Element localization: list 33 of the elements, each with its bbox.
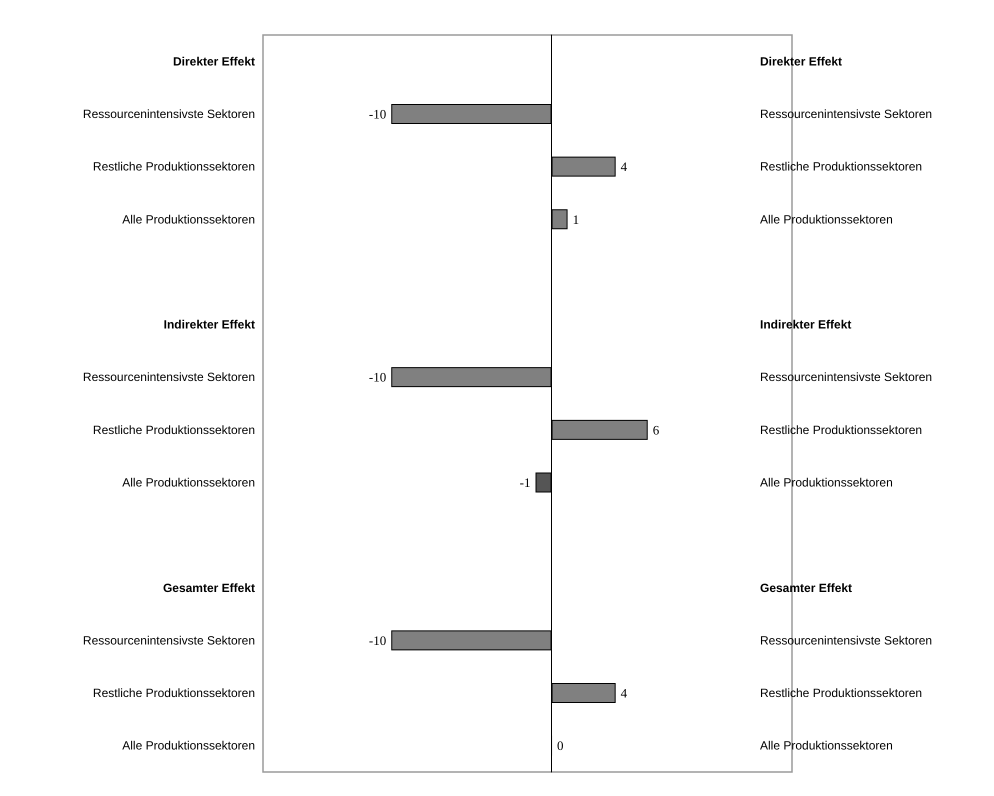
- data-label: -10: [368, 106, 386, 122]
- data-label: 4: [620, 159, 628, 174]
- data-label: 4: [620, 686, 628, 701]
- y-tick-label: Ressourcenintensivste Sektoren: [82, 106, 255, 121]
- y2-tick-label: Gesamter Effekt: [760, 580, 852, 595]
- y-tick-label: Ressourcenintensivste Sektoren: [82, 633, 255, 648]
- y2-tick-label: Restliche Produktionssektoren: [760, 686, 922, 700]
- y-tick-label: Ressourcenintensivste Sektoren: [82, 370, 255, 384]
- data-label: -10: [368, 632, 386, 648]
- y-tick-label: Direkter Effekt: [172, 54, 256, 68]
- y-tick-label: Restliche Produktionssektoren: [92, 160, 255, 174]
- y2-tick-label: Alle Produktionssektoren: [760, 738, 893, 753]
- y2-tick-label: Ressourcenintensivste Sektoren: [760, 633, 932, 648]
- data-label: 1: [572, 212, 580, 227]
- y-tick-label: Alle Produktionssektoren: [122, 212, 255, 226]
- data-label: -10: [368, 370, 386, 385]
- y2-tick-label: Alle Produktionssektoren: [760, 475, 893, 490]
- y-tick-label: Alle Produktionssektoren: [122, 738, 255, 753]
- y2-tick-label: Restliche Produktionssektoren: [760, 160, 922, 174]
- data-label: 6: [652, 422, 660, 438]
- data-label: -1: [520, 474, 531, 490]
- y2-tick-label: Restliche Produktionssektoren: [760, 422, 922, 437]
- y2-tick-label: Direkter Effekt: [760, 54, 842, 68]
- y-tick-label: Restliche Produktionssektoren: [92, 422, 255, 437]
- y-tick-label: Restliche Produktionssektoren: [92, 686, 255, 700]
- y2-tick-label: Alle Produktionssektoren: [760, 212, 893, 226]
- data-label: 0: [557, 738, 564, 754]
- y2-tick-label: Ressourcenintensivste Sektoren: [760, 370, 932, 384]
- y-tick-label: Alle Produktionssektoren: [122, 475, 255, 490]
- y2-tick-label: Indirekter Effekt: [760, 318, 852, 332]
- y-tick-label: Indirekter Effekt: [164, 318, 256, 332]
- y-tick-label: Gesamter Effekt: [162, 580, 255, 595]
- y2-tick-label: Ressourcenintensivste Sektoren: [760, 106, 932, 121]
